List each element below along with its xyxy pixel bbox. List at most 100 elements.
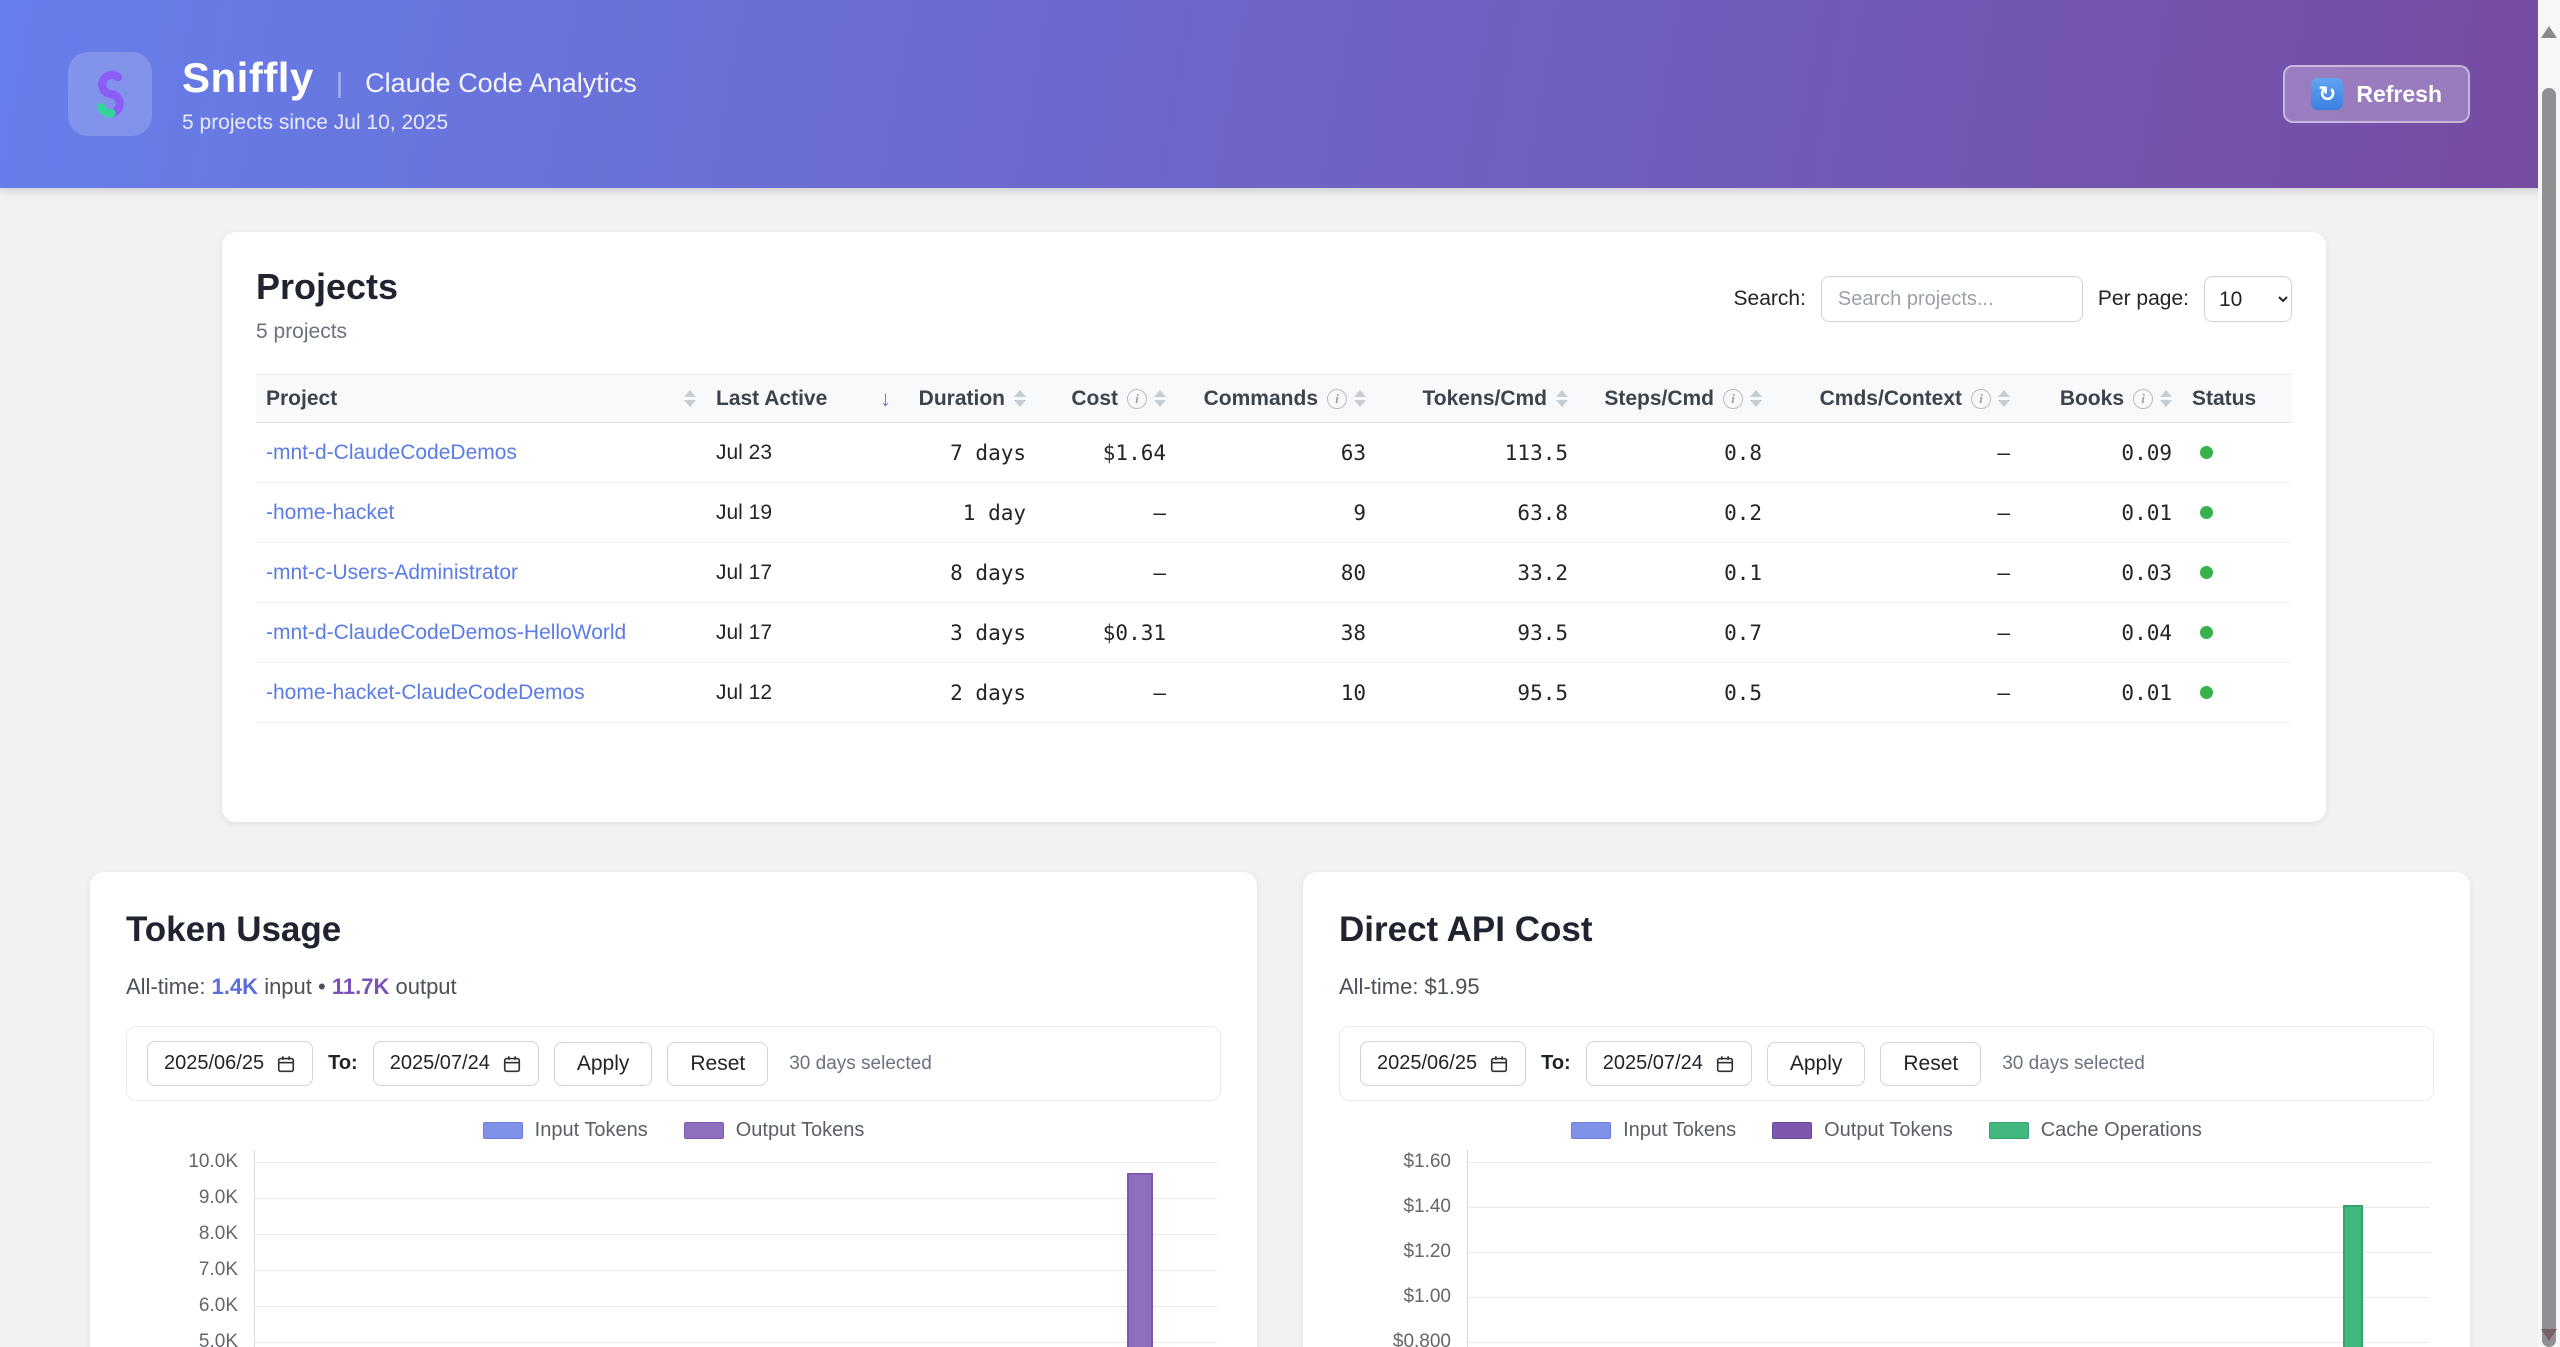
column-header-steps-cmd[interactable]: Steps/Cmd i <box>1578 374 1772 423</box>
legend-output-tokens[interactable]: Output Tokens <box>1772 1119 1953 1142</box>
info-icon[interactable]: i <box>1327 388 1347 409</box>
alltime-bullet: • <box>318 974 326 999</box>
project-link[interactable]: -home-hacket <box>266 500 395 524</box>
date-from-input[interactable]: 2025/06/25 <box>1360 1041 1527 1086</box>
y-axis-tick-label: 7.0K <box>198 1259 238 1280</box>
sort-icon[interactable] <box>684 390 696 407</box>
table-cell: 0.03 <box>2020 542 2182 603</box>
title-divider: | <box>335 66 344 98</box>
legend-input-tokens[interactable]: Input Tokens <box>1571 1119 1736 1142</box>
y-axis-tick-label: $1.60 <box>1403 1151 1451 1172</box>
gridline <box>1468 1207 2430 1208</box>
projects-table-body: -mnt-d-ClaudeCodeDemos Jul 23 7 days $1.64 6… <box>256 422 2292 723</box>
info-icon[interactable]: i <box>1971 388 1991 409</box>
legend-cache-operations[interactable]: Cache Operations <box>1988 1119 2202 1142</box>
legend-label: Cache Operations <box>2040 1119 2202 1141</box>
table-cell: 9 <box>1176 482 1376 543</box>
info-icon[interactable]: i <box>1127 388 1147 409</box>
sort-desc-icon[interactable]: ↓ <box>880 385 891 411</box>
date-to-value: 2025/07/24 <box>389 1052 490 1074</box>
table-cell: $1.64 <box>1036 422 1176 483</box>
legend-swatch <box>1988 1122 2029 1139</box>
table-cell: 113.5 <box>1376 422 1578 483</box>
api-cost-panel: Direct API Cost All-time: $1.95 2025/06/… <box>1303 872 2470 1347</box>
sniffly-logo <box>68 52 152 136</box>
date-from-value: 2025/06/25 <box>164 1052 265 1074</box>
calendar-icon <box>503 1055 520 1072</box>
column-label: Last Active <box>716 386 828 410</box>
app-header: Sniffly | Claude Code Analytics 5 projec… <box>0 0 2560 188</box>
scroll-up-icon[interactable] <box>2541 26 2557 38</box>
reset-button[interactable]: Reset <box>667 1041 769 1086</box>
table-cell: $0.31 <box>1036 602 1176 663</box>
table-cell: Jul 23 <box>706 422 901 483</box>
sort-icon[interactable] <box>1998 390 2010 407</box>
date-from-input[interactable]: 2025/06/25 <box>147 1041 314 1086</box>
to-label: To: <box>1541 1052 1571 1074</box>
project-link[interactable]: -mnt-d-ClaudeCodeDemos-HelloWorld <box>266 620 627 644</box>
column-header-books[interactable]: Books i <box>2020 374 2182 423</box>
gridline <box>255 1162 1217 1163</box>
sort-icon[interactable] <box>1154 390 1166 407</box>
per-page-select[interactable]: 10 <box>2204 276 2292 322</box>
refresh-button[interactable]: ↻ Refresh <box>2283 65 2470 123</box>
table-cell: 63 <box>1176 422 1376 483</box>
scroll-down-icon[interactable] <box>2541 1329 2557 1341</box>
date-to-input[interactable]: 2025/07/24 <box>372 1041 539 1086</box>
sort-icon[interactable] <box>2160 390 2172 407</box>
page-scrollbar[interactable] <box>2538 0 2560 1347</box>
column-header-commands[interactable]: Commands i <box>1176 374 1376 423</box>
column-header-tokens-cmd[interactable]: Tokens/Cmd <box>1376 374 1578 423</box>
cache-operations-bar[interactable] <box>2343 1204 2364 1347</box>
column-header-project[interactable]: Project <box>256 374 706 423</box>
apply-button[interactable]: Apply <box>1766 1041 1866 1086</box>
header-tagline: 5 projects since Jul 10, 2025 <box>182 110 449 134</box>
gridline <box>1468 1342 2430 1343</box>
column-label: Books <box>2059 386 2124 410</box>
project-link[interactable]: -mnt-d-ClaudeCodeDemos <box>266 440 517 464</box>
output-tokens-bar[interactable] <box>1127 1172 1154 1347</box>
sort-icon[interactable] <box>1556 390 1568 407</box>
legend-label: Input Tokens <box>534 1119 648 1141</box>
project-link[interactable]: -mnt-c-Users-Administrator <box>266 560 519 584</box>
gridline <box>1468 1162 2430 1163</box>
project-link[interactable]: -home-hacket-ClaudeCodeDemos <box>266 680 585 704</box>
y-axis-tick-label: 9.0K <box>198 1187 238 1208</box>
column-header-duration[interactable]: Duration <box>901 374 1036 423</box>
table-cell: 8 days <box>901 542 1036 603</box>
legend-output-tokens[interactable]: Output Tokens <box>683 1119 864 1142</box>
table-cell: – <box>1036 542 1176 603</box>
column-label: Cmds/Context <box>1819 386 1962 410</box>
info-icon[interactable]: i <box>1723 388 1743 409</box>
table-cell: 7 days <box>901 422 1036 483</box>
column-header-last-active[interactable]: Last Active ↓ <box>706 374 901 423</box>
table-cell: 0.01 <box>2020 482 2182 543</box>
scrollbar-thumb[interactable] <box>2542 88 2556 1347</box>
projects-table: Project Last Active ↓ Duration Cost i Commands… <box>256 374 2292 723</box>
info-icon[interactable]: i <box>2133 388 2153 409</box>
column-header-cmds-context[interactable]: Cmds/Context i <box>1772 374 2020 423</box>
date-to-input[interactable]: 2025/07/24 <box>1585 1041 1752 1086</box>
table-cell: 10 <box>1176 662 1376 723</box>
apply-button[interactable]: Apply <box>553 1041 653 1086</box>
column-label: Steps/Cmd <box>1604 386 1714 410</box>
gridline <box>255 1270 1217 1271</box>
column-header-cost[interactable]: Cost i <box>1036 374 1176 423</box>
chart-plot-area <box>254 1150 1217 1347</box>
to-label: To: <box>328 1052 358 1074</box>
table-cell: 0.01 <box>2020 662 2182 723</box>
reset-button[interactable]: Reset <box>1880 1041 1982 1086</box>
legend-input-tokens[interactable]: Input Tokens <box>482 1119 648 1142</box>
search-input[interactable] <box>1820 276 2083 322</box>
token-usage-chart: 10.0K 9.0K 8.0K 7.0K 6.0K 5.0K <box>126 1150 1221 1347</box>
table-cell: Jul 12 <box>706 662 901 723</box>
sort-icon[interactable] <box>1014 390 1026 407</box>
token-usage-date-controls: 2025/06/25 To: 2025/07/24 Apply Reset 30… <box>126 1026 1221 1101</box>
sort-icon[interactable] <box>1354 390 1366 407</box>
table-cell: 3 days <box>901 602 1036 663</box>
column-label: Status <box>2192 386 2257 410</box>
table-cell: 33.2 <box>1376 542 1578 603</box>
column-label: Project <box>266 386 338 410</box>
sort-icon[interactable] <box>1750 390 1762 407</box>
y-axis-tick-label: $1.20 <box>1403 1241 1451 1262</box>
